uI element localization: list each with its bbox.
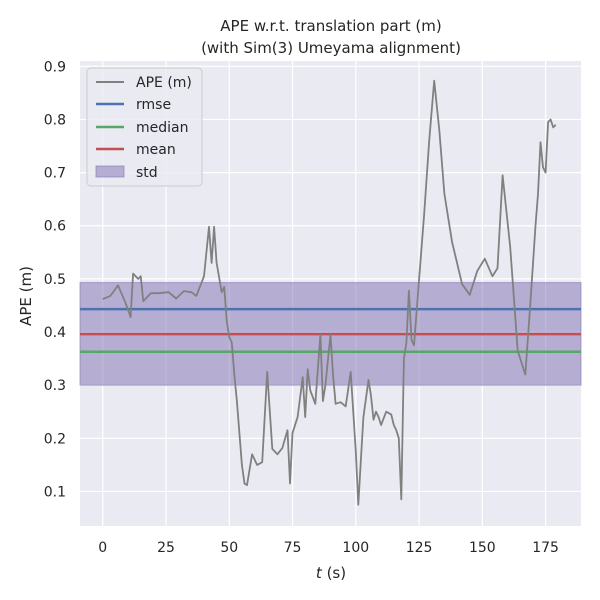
x-tick-label: 150 xyxy=(469,540,496,556)
x-tick-label: 25 xyxy=(157,540,175,556)
y-tick-label: 0.6 xyxy=(44,219,66,235)
legend-swatch-std xyxy=(95,165,125,178)
y-tick-label: 0.4 xyxy=(44,325,66,341)
legend-label-median: median xyxy=(136,120,188,136)
ape-series-line xyxy=(102,79,557,506)
x-tick-label: 175 xyxy=(532,540,559,556)
legend-label-rmse: rmse xyxy=(136,97,171,113)
legend-box xyxy=(86,67,203,187)
y-tick-label: 0.2 xyxy=(44,431,66,447)
y-tick-label: 0.9 xyxy=(44,59,66,75)
y-tick-label: 0.8 xyxy=(44,112,66,128)
y-tick-label: 0.3 xyxy=(44,378,66,394)
x-tick-label: 100 xyxy=(342,540,369,556)
chart-subtitle: (with Sim(3) Umeyama alignment) xyxy=(201,39,461,57)
legend: APE (m) rmse median mean std xyxy=(86,67,203,187)
y-tick-label: 0.1 xyxy=(44,484,66,500)
legend-label-mean: mean xyxy=(136,142,176,158)
series-layer xyxy=(102,79,557,506)
y-tick-label: 0.5 xyxy=(44,272,66,288)
legend-label-ape: APE (m) xyxy=(136,75,192,91)
x-axis-label: t (s) xyxy=(316,564,346,582)
x-tick-label: 75 xyxy=(284,540,302,556)
chart-title: APE w.r.t. translation part (m) xyxy=(220,17,441,35)
y-tick-label: 0.7 xyxy=(44,166,66,182)
x-tick-labels: 0 25 50 75 100 125 150 175 xyxy=(98,540,559,556)
y-axis-label: APE (m) xyxy=(17,266,35,326)
x-tick-label: 0 xyxy=(98,540,107,556)
x-axis-variable: t xyxy=(316,564,323,582)
x-tick-label: 50 xyxy=(220,540,238,556)
y-tick-labels: 0.1 0.2 0.3 0.4 0.5 0.6 0.7 0.8 0.9 xyxy=(44,59,66,500)
x-axis-unit: (s) xyxy=(322,564,346,582)
legend-label-std: std xyxy=(136,165,158,181)
x-tick-label: 125 xyxy=(406,540,433,556)
